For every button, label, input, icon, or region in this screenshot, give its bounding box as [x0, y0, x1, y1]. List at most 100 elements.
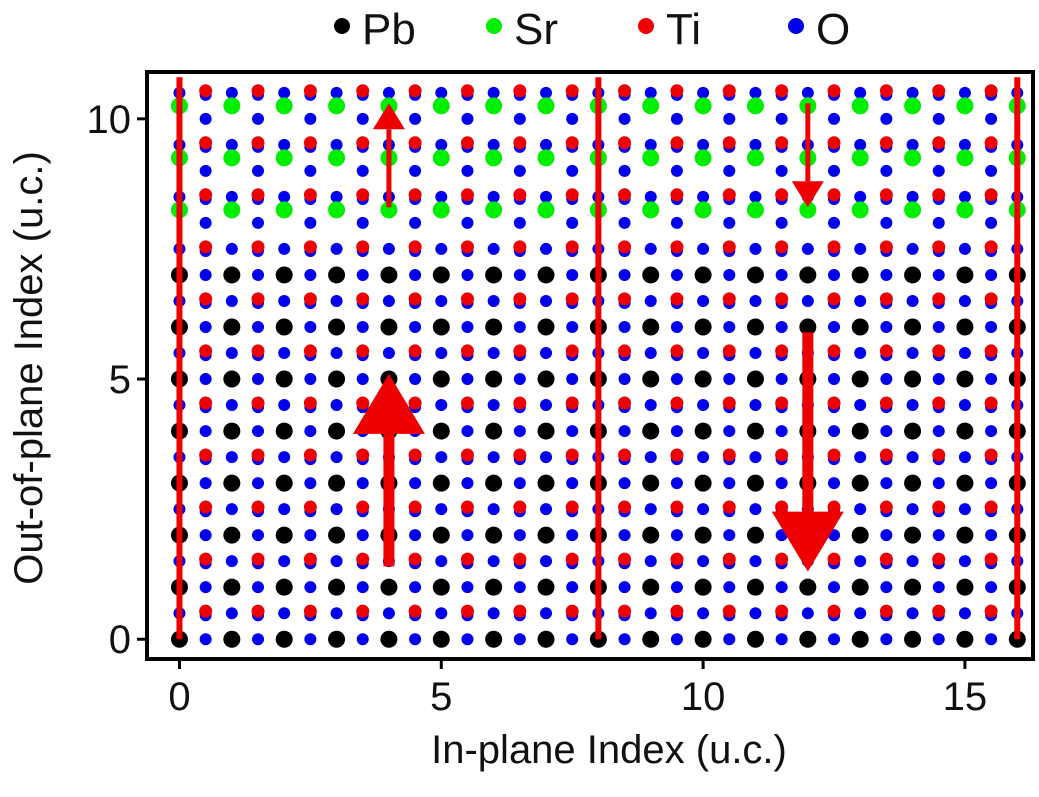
pb-atom [485, 630, 503, 648]
o-atom [880, 477, 893, 490]
o-atom [382, 86, 395, 99]
legend-entry-sr: Sr [486, 5, 558, 54]
o-atom [644, 555, 657, 568]
o-atom [487, 399, 500, 412]
ti-atom [565, 500, 579, 514]
ti-atom [251, 292, 265, 306]
pb-atom [328, 318, 346, 336]
o-atom [278, 503, 291, 516]
pb-atom [746, 526, 764, 544]
ti-atom [303, 240, 317, 254]
o-atom [356, 268, 369, 281]
ti-atom [827, 448, 841, 462]
o-atom [906, 242, 919, 255]
o-atom [461, 320, 474, 333]
o-atom [958, 294, 971, 307]
o-atom [828, 216, 841, 229]
o-atom [670, 425, 683, 438]
o-atom [330, 242, 343, 255]
o-atom [932, 581, 945, 594]
o-atom [670, 216, 683, 229]
o-atom [618, 268, 631, 281]
pb-atom [485, 422, 503, 440]
ti-atom [879, 292, 893, 306]
o-atom [670, 112, 683, 125]
ti-atom [356, 396, 370, 410]
o-atom [304, 529, 317, 542]
o-atom [775, 373, 788, 386]
o-atom [723, 425, 736, 438]
pb-atom [851, 266, 869, 284]
o-atom [880, 425, 893, 438]
ti-atom [251, 240, 265, 254]
o-atom [670, 320, 683, 333]
o-atom [644, 503, 657, 516]
pb-atom [537, 630, 555, 648]
pb-atom [432, 318, 450, 336]
pb-atom [328, 422, 346, 440]
o-atom [199, 268, 212, 281]
o-atom [618, 320, 631, 333]
o-atom [435, 347, 448, 360]
ti-atom [775, 552, 789, 566]
o-atom [461, 373, 474, 386]
ti-atom [565, 240, 579, 254]
ti-atom [199, 292, 213, 306]
o-atom [199, 477, 212, 490]
y-axis-label: Out-of-plane Index (u.c.) [7, 151, 51, 585]
o-atom [382, 607, 395, 620]
pb-atom [799, 266, 817, 284]
o-atom [540, 555, 553, 568]
polarization-arrows [352, 103, 844, 572]
ti-atom [565, 136, 579, 150]
polarization-arrow-head [372, 103, 405, 130]
o-atom [409, 477, 422, 490]
ti-atom [984, 344, 998, 358]
o-atom [932, 164, 945, 177]
o-atom [958, 347, 971, 360]
pb-atom [537, 578, 555, 596]
pb-atom [537, 422, 555, 440]
o-atom [958, 399, 971, 412]
o-atom [880, 581, 893, 594]
ti-atom [879, 344, 893, 358]
ti-atom [565, 344, 579, 358]
o-atom [513, 581, 526, 594]
ti-atom [513, 136, 527, 150]
o-atom [513, 268, 526, 281]
pb-atom [223, 526, 241, 544]
pb-atom [275, 474, 293, 492]
ti-atom [513, 188, 527, 202]
pb-atom [642, 630, 660, 648]
sr-atom [851, 201, 869, 219]
ti-atom [775, 344, 789, 358]
ti-atom [356, 604, 370, 618]
pb-atom [380, 318, 398, 336]
pb-atom [746, 370, 764, 388]
o-atom [330, 347, 343, 360]
o-atom [435, 242, 448, 255]
sr-atom [328, 201, 346, 219]
o-atom [278, 347, 291, 360]
o-atom [566, 529, 579, 542]
ti-atom [303, 396, 317, 410]
pb-atom [537, 474, 555, 492]
o-atom [330, 138, 343, 151]
o-atom [906, 294, 919, 307]
pb-atom [956, 370, 974, 388]
pb-atom [956, 422, 974, 440]
sr-atom [642, 201, 660, 219]
ti-atom [565, 188, 579, 202]
o-atom [985, 633, 998, 646]
o-atom [487, 190, 500, 203]
ti-atom [356, 344, 370, 358]
o-atom [513, 164, 526, 177]
o-atom [958, 451, 971, 464]
o-atom [225, 451, 238, 464]
ti-atom [460, 552, 474, 566]
ti-atom [722, 604, 736, 618]
o-atom [749, 399, 762, 412]
o-atom [697, 242, 710, 255]
o-atom [487, 555, 500, 568]
ti-atom [199, 500, 213, 514]
